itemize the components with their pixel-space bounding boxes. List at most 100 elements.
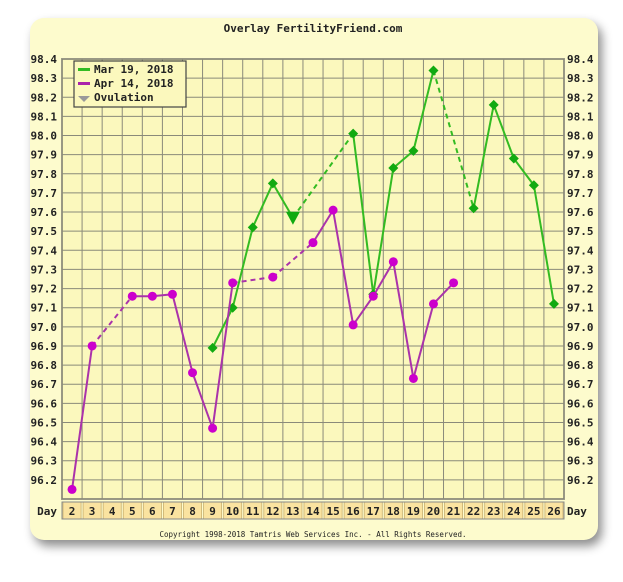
day-label: 22 — [467, 505, 480, 518]
series-line — [532, 185, 555, 305]
y-tick-label-right: 97.0 — [567, 321, 594, 334]
series-gap-line — [91, 295, 134, 347]
data-point — [449, 278, 459, 288]
legend-swatch — [78, 68, 90, 71]
day-label: 3 — [89, 505, 96, 518]
series-line — [352, 133, 375, 295]
day-label: 15 — [326, 505, 339, 518]
y-tick-label-left: 96.3 — [31, 455, 58, 468]
y-tick-label-right: 98.2 — [567, 91, 594, 104]
day-label: 23 — [487, 505, 500, 518]
day-label: 21 — [447, 505, 461, 518]
y-tick-label-left: 97.4 — [31, 244, 58, 257]
data-point — [247, 222, 258, 233]
y-tick-label-left: 97.7 — [31, 187, 58, 200]
series-mar-19 — [207, 65, 559, 353]
y-tick-label-right: 98.0 — [567, 130, 594, 143]
y-tick-label-left: 98.0 — [31, 130, 58, 143]
series-gap-line — [232, 276, 273, 284]
y-tick-label-left: 97.9 — [31, 149, 58, 162]
day-row — [61, 501, 565, 520]
y-tick-label-right: 96.6 — [567, 397, 594, 410]
data-point — [328, 205, 338, 215]
series-line — [392, 261, 415, 379]
y-tick-label-left: 96.5 — [31, 416, 58, 429]
y-tick-label-left: 98.3 — [31, 72, 58, 85]
y-tick-label-right: 98.4 — [567, 53, 594, 66]
data-point — [388, 257, 398, 267]
y-tick-label-right: 96.2 — [567, 474, 594, 487]
data-point — [368, 291, 378, 301]
data-point — [548, 298, 559, 309]
data-point — [208, 423, 218, 433]
series-gap-line — [432, 70, 475, 209]
y-tick-label-right: 97.6 — [567, 206, 594, 219]
day-label: 10 — [226, 505, 239, 518]
y-tick-label-right: 97.7 — [567, 187, 594, 200]
series-line — [372, 261, 395, 297]
y-tick-label-left: 97.8 — [31, 168, 58, 181]
data-point — [408, 373, 418, 383]
y-tick-label-left: 96.2 — [31, 474, 58, 487]
series-line — [312, 209, 334, 244]
legend-label: Apr 14, 2018 — [94, 77, 173, 90]
day-label: 13 — [286, 505, 299, 518]
series-line — [412, 303, 435, 379]
y-tick-label-right: 96.5 — [567, 416, 594, 429]
legend-ovulation-icon — [78, 96, 90, 102]
day-label: 2 — [69, 505, 76, 518]
y-tick-label-left: 97.5 — [31, 225, 58, 238]
day-label: 17 — [367, 505, 380, 518]
data-point — [127, 291, 137, 301]
data-point — [207, 342, 218, 353]
day-label: 7 — [169, 505, 176, 518]
y-tick-label-left: 97.2 — [31, 283, 58, 296]
series-line — [412, 70, 435, 152]
data-point — [388, 163, 399, 174]
y-tick-label-right: 96.7 — [567, 378, 594, 391]
y-tick-label-left: 97.3 — [31, 263, 58, 276]
data-point — [348, 320, 358, 330]
series-line — [432, 282, 455, 305]
series-line — [372, 167, 395, 295]
series-line — [71, 345, 94, 490]
y-tick-label-right: 97.1 — [567, 302, 594, 315]
data-point — [528, 180, 539, 191]
series-apr-14 — [67, 205, 459, 494]
series-line — [211, 307, 234, 349]
day-label: 18 — [387, 505, 400, 518]
day-label: 4 — [109, 505, 116, 518]
y-tick-label-right: 97.2 — [567, 283, 594, 296]
data-point — [268, 272, 278, 282]
series-line — [231, 227, 254, 308]
series-line — [352, 295, 375, 326]
y-tick-label-right: 96.3 — [567, 455, 594, 468]
y-tick-label-left: 96.4 — [31, 436, 58, 449]
series-line — [211, 282, 234, 429]
data-point — [267, 178, 278, 189]
day-label: 16 — [347, 505, 361, 518]
data-point — [508, 153, 519, 164]
day-label: 19 — [407, 505, 420, 518]
y-tick-label-left: 96.8 — [31, 359, 58, 372]
data-point — [488, 99, 499, 110]
series-line — [392, 150, 415, 169]
data-point — [428, 299, 438, 309]
series-line — [472, 104, 495, 209]
chart-title: Overlay FertilityFriend.com — [224, 22, 403, 35]
day-label: 14 — [306, 505, 320, 518]
y-tick-label-left: 96.9 — [31, 340, 58, 353]
legend-label: Ovulation — [94, 91, 154, 104]
y-tick-label-right: 96.8 — [567, 359, 594, 372]
legend-swatch — [78, 82, 90, 85]
y-tick-label-right: 97.5 — [567, 225, 594, 238]
series-line — [492, 104, 515, 159]
y-tick-label-left: 97.1 — [31, 302, 58, 315]
day-axis-label-right: Day — [567, 505, 587, 518]
y-tick-label-left: 98.2 — [31, 91, 58, 104]
day-label: 26 — [547, 505, 561, 518]
legend-label: Mar 19, 2018 — [94, 63, 173, 76]
day-label: 25 — [527, 505, 540, 518]
day-label: 5 — [129, 505, 136, 518]
